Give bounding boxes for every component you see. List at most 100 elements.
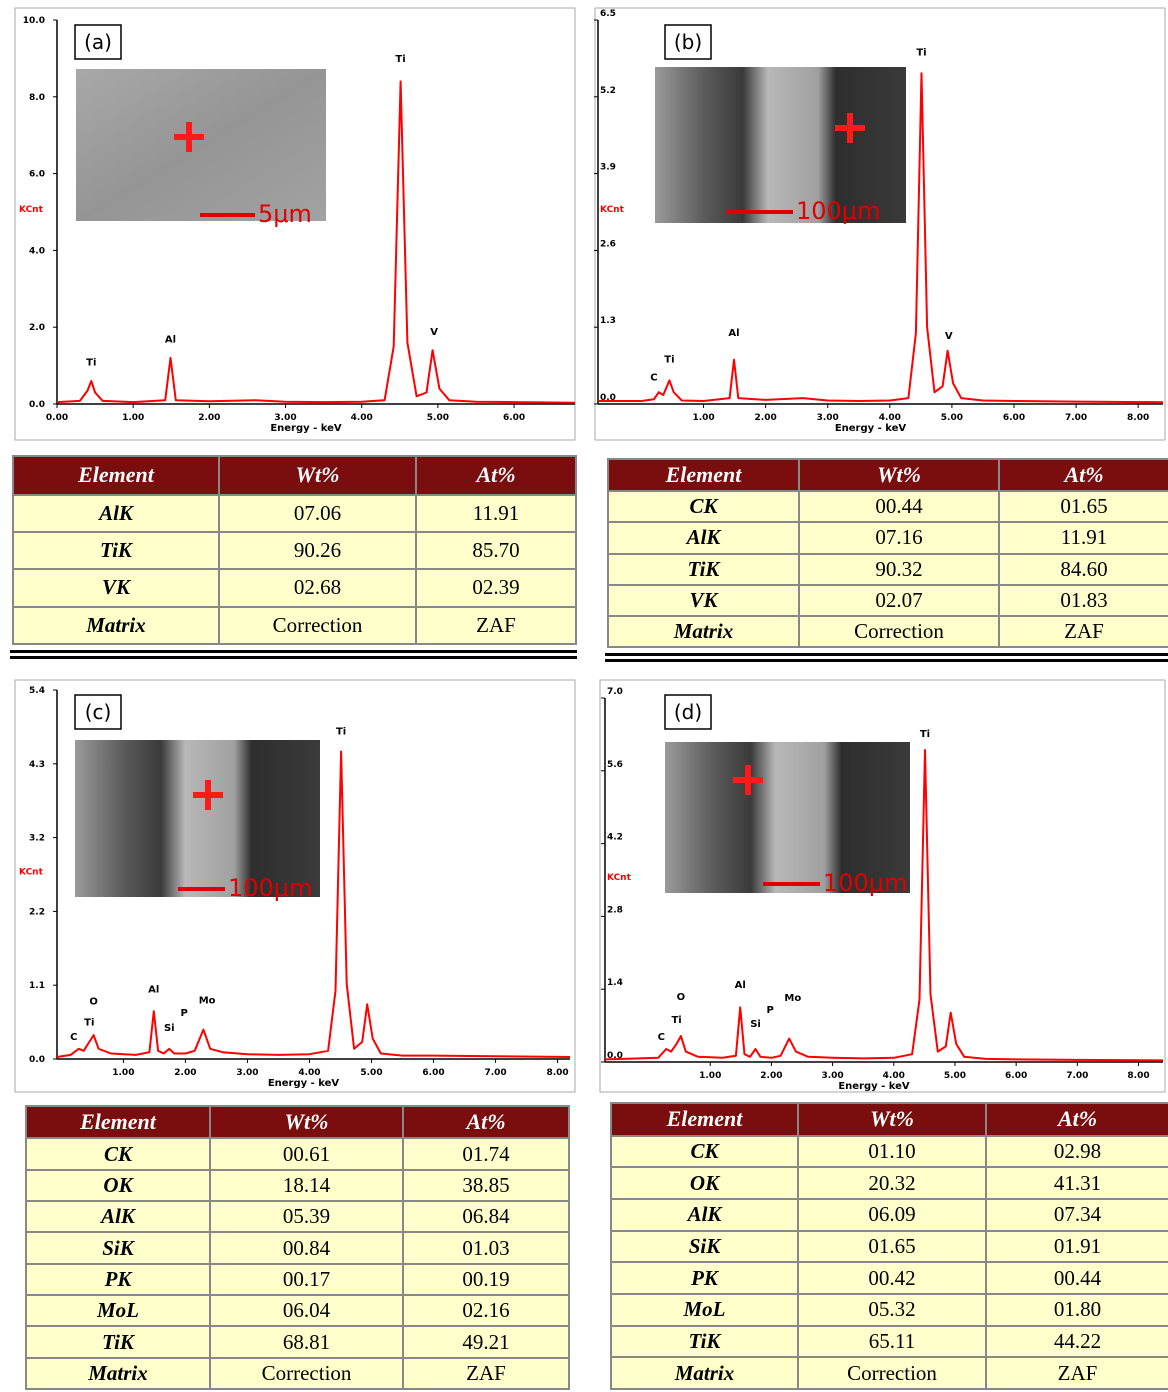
- scale-label: 100μm: [228, 874, 312, 902]
- sem-inset: [76, 69, 326, 221]
- table-row: TiK 90.32 84.60: [607, 552, 1168, 586]
- table-cell: 01.80: [985, 1293, 1168, 1327]
- table-cell: 00.84: [209, 1231, 404, 1265]
- table-cell: ZAF: [402, 1356, 570, 1391]
- y-axis-label: KCnt: [600, 205, 625, 215]
- x-tick-label: 7.00: [484, 1068, 506, 1078]
- table-cell: VK: [12, 568, 220, 608]
- y-tick-label: 4.0: [29, 246, 45, 256]
- peak-label: O: [89, 996, 98, 1007]
- y-tick-label: 1.4: [607, 978, 623, 988]
- y-tick-label: 2.0: [29, 323, 45, 333]
- table-cell: 02.98: [985, 1134, 1168, 1169]
- x-tick-label: 4.00: [883, 1071, 905, 1081]
- table-row: AlK 05.39 06.84: [25, 1200, 570, 1234]
- x-tick-label: 5.00: [944, 1071, 966, 1081]
- table-cell: AlK: [25, 1200, 211, 1234]
- composition-table: Element Wt% At% CK 00.61 01.74 OK 18.14 38.85 AlK…: [25, 1104, 570, 1391]
- y-axis-label: KCnt: [607, 873, 632, 883]
- x-axis-label: Energy - keV: [270, 423, 342, 434]
- panel-label: (d): [674, 700, 702, 724]
- table-cell: Correction: [218, 605, 417, 646]
- table-cell: VK: [607, 583, 800, 617]
- scale-bar: [178, 887, 225, 891]
- peak-label: Al: [148, 985, 159, 996]
- header-cell: At%: [985, 1102, 1168, 1137]
- peak-label: Si: [164, 1023, 175, 1034]
- panel-frame: [594, 7, 1166, 441]
- header-cell: At%: [998, 457, 1168, 493]
- x-tick-label: 6.00: [503, 413, 525, 423]
- y-tick-label: 7.0: [607, 687, 623, 697]
- x-tick-label: 6.00: [422, 1068, 444, 1078]
- header-row: Element Wt% At%: [607, 457, 1168, 493]
- y-tick-label: 2.2: [29, 907, 45, 917]
- peak-label: C: [658, 1032, 665, 1043]
- table-row: Matrix Correction ZAF: [607, 614, 1168, 649]
- table-cell: 02.39: [415, 568, 577, 608]
- composition-table: Element Wt% At% AlK 07.06 11.91 TiK 90.26 85.70 V…: [12, 455, 577, 646]
- table-cell: ZAF: [998, 614, 1168, 649]
- y-tick-label: 6.0: [29, 170, 45, 180]
- peak-label: Ti: [336, 726, 346, 737]
- peak-label: Ti: [671, 1015, 681, 1026]
- y-tick-label: 2.6: [600, 239, 616, 249]
- x-tick-label: 5.00: [941, 413, 963, 423]
- panel-label-box: [664, 694, 712, 730]
- y-tick-label: 0.0: [29, 1055, 45, 1065]
- table-cell: 00.44: [798, 490, 1000, 524]
- x-axis-label: Energy - keV: [835, 423, 907, 434]
- header-cell: At%: [402, 1104, 570, 1140]
- table-cell: OK: [25, 1168, 211, 1203]
- table-row: MoL 05.32 01.80: [610, 1293, 1168, 1327]
- table-cell: PK: [610, 1261, 799, 1296]
- spectrum-line: [56, 750, 571, 1058]
- peak-label: Ti: [395, 54, 405, 65]
- table-cell: 00.42: [797, 1261, 987, 1296]
- y-tick-label: 4.2: [607, 833, 623, 843]
- table-cell: ZAF: [415, 605, 577, 646]
- cross-v: [847, 113, 853, 143]
- table-cell: 01.10: [797, 1134, 987, 1169]
- cross-v: [745, 765, 751, 795]
- y-axis-label: KCnt: [19, 868, 44, 878]
- y-tick-label: 2.8: [607, 905, 623, 915]
- peak-label: O: [677, 992, 686, 1003]
- spectrum-line: [56, 80, 576, 404]
- table-cell: MoL: [610, 1293, 799, 1327]
- header-row: Element Wt% At%: [610, 1102, 1168, 1137]
- panel-label-box: [74, 694, 122, 730]
- x-tick-label: 4.00: [351, 413, 373, 423]
- x-tick-label: 7.00: [1065, 413, 1087, 423]
- separator: [605, 653, 1168, 656]
- table-row: Matrix Correction ZAF: [12, 605, 577, 646]
- peak-label: V: [430, 327, 438, 338]
- table-cell: 00.19: [402, 1262, 570, 1297]
- header-row: Element Wt% At%: [25, 1104, 570, 1140]
- header-cell: Wt%: [209, 1104, 404, 1140]
- scale-bar: [763, 882, 820, 886]
- table-cell: PK: [25, 1262, 211, 1297]
- table-cell: 11.91: [998, 521, 1168, 555]
- table-row: OK 18.14 38.85: [25, 1168, 570, 1203]
- x-tick-label: 1.00: [112, 1068, 134, 1078]
- y-tick-label: 6.5: [600, 9, 616, 19]
- table-cell: 18.14: [209, 1168, 404, 1203]
- table-row: AlK 07.16 11.91: [607, 521, 1168, 555]
- table-cell: 01.83: [998, 583, 1168, 617]
- table-cell: TiK: [25, 1325, 211, 1359]
- table-row: TiK 68.81 49.21: [25, 1325, 570, 1359]
- table-cell: 84.60: [998, 552, 1168, 586]
- sem-inset: [665, 742, 910, 893]
- panel-label-box: [74, 24, 122, 60]
- table-cell: TiK: [607, 552, 800, 586]
- table-cell: Matrix: [25, 1356, 211, 1391]
- x-tick-label: 1.00: [699, 1071, 721, 1081]
- table-row: PK 00.42 00.44: [610, 1261, 1168, 1296]
- peak-label: Ti: [664, 355, 674, 366]
- scale-label: 5μm: [258, 200, 312, 228]
- table-cell: 07.34: [985, 1198, 1168, 1232]
- table-cell: Correction: [209, 1356, 404, 1391]
- separator: [605, 659, 1168, 662]
